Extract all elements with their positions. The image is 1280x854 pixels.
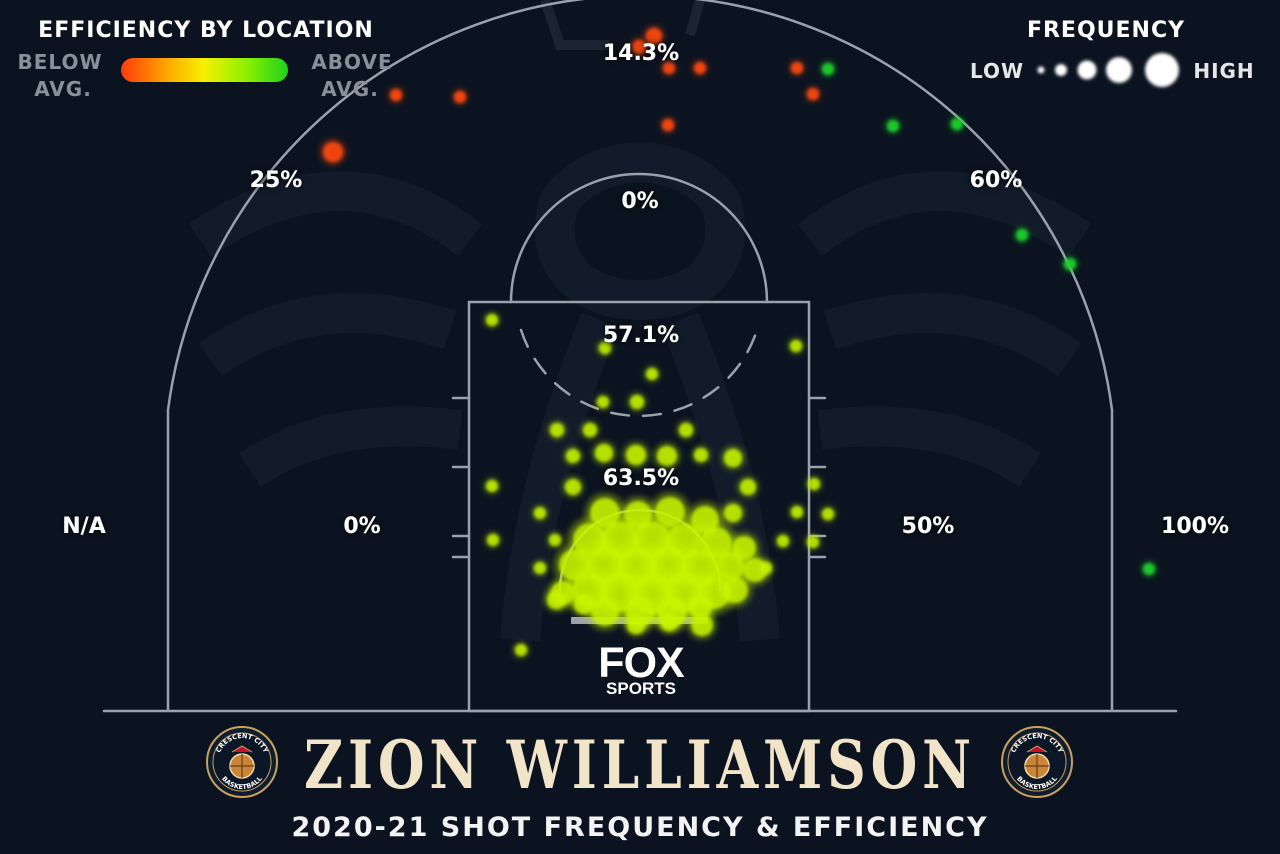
shot-marker <box>724 504 742 522</box>
shot-marker <box>663 62 675 74</box>
legend-above-line2: AVG. <box>321 77 379 101</box>
frequency-legend-title: FREQUENCY <box>1027 18 1185 43</box>
shot-marker <box>583 423 597 437</box>
fox-logo-line2: SPORTS <box>606 679 676 698</box>
frequency-legend: FREQUENCY LOW HIGH <box>970 18 1254 87</box>
shot-marker <box>657 446 677 466</box>
zone-label-top-3: 14.3% <box>603 41 679 66</box>
shot-marker <box>550 423 564 437</box>
shot-marker <box>722 577 748 603</box>
shot-marker <box>565 479 581 495</box>
fox-logo-line1: FOX <box>598 639 685 687</box>
shot-marker <box>599 342 611 354</box>
shot-marker <box>724 449 742 467</box>
zone-labels: 14.3% 25% 60% 0% 57.1% 63.5% N/A 0% 50% … <box>62 41 1229 539</box>
shot-marker <box>791 506 803 518</box>
frequency-dot-1 <box>1037 66 1045 74</box>
zone-label-top-of-key: 0% <box>621 189 658 214</box>
chart-subtitle: 2020-21 SHOT FREQUENCY & EFFICIENCY <box>291 812 988 843</box>
shot-marker <box>777 535 789 547</box>
shot-marker <box>632 40 646 54</box>
zone-label-paint: 63.5% <box>603 466 679 491</box>
shot-marker <box>951 118 963 130</box>
paint-lane <box>467 300 811 713</box>
zone-label-right-midrange: 50% <box>902 514 955 539</box>
shot-marker <box>534 562 546 574</box>
shot-marker <box>694 62 706 74</box>
shot-marker <box>808 478 820 490</box>
zone-label-free-throw: 57.1% <box>603 323 679 348</box>
shot-marker <box>1016 229 1028 241</box>
shot-marker <box>515 644 527 656</box>
zone-label-right-corner-3: 100% <box>1161 514 1229 539</box>
shot-marker <box>487 534 499 546</box>
legend-below-line1: BELOW <box>18 50 103 74</box>
shot-marker <box>566 449 580 463</box>
frequency-dot-5 <box>1145 53 1179 87</box>
shot-marker <box>646 368 658 380</box>
shot-marker <box>626 445 646 465</box>
shots-layer <box>319 25 1158 659</box>
zone-label-left-wing-3: 25% <box>250 168 303 193</box>
efficiency-legend-title: EFFICIENCY BY LOCATION <box>38 18 374 43</box>
team-badge-right: CRESCENT CITY BASKETBALL <box>1001 726 1073 798</box>
zone-label-left-corner-3: N/A <box>62 514 105 539</box>
shot-marker <box>549 534 561 546</box>
shot-marker <box>807 536 819 548</box>
efficiency-gradient-bar <box>121 58 288 82</box>
shot-marker <box>323 142 343 162</box>
frequency-legend-high: HIGH <box>1193 59 1254 83</box>
shot-marker <box>454 91 466 103</box>
shot-marker <box>694 448 708 462</box>
shot-marker <box>595 444 613 462</box>
shot-marker <box>591 598 619 626</box>
shot-marker <box>597 396 609 408</box>
shot-marker <box>657 597 687 627</box>
zone-label-right-wing-3: 60% <box>970 168 1023 193</box>
three-point-line <box>166 0 1114 713</box>
shot-marker <box>1143 563 1155 575</box>
shot-marker <box>486 480 498 492</box>
efficiency-legend: EFFICIENCY BY LOCATION BELOW AVG. ABOVE … <box>18 18 392 101</box>
shot-marker <box>740 479 756 495</box>
legend-above-line1: ABOVE <box>311 50 392 74</box>
legend-below-line2: AVG. <box>34 77 92 101</box>
shot-marker <box>646 28 662 44</box>
frequency-dot-3 <box>1077 60 1097 80</box>
shot-marker <box>790 340 802 352</box>
frequency-dot-2 <box>1055 64 1067 76</box>
shot-marker <box>630 395 644 409</box>
shot-marker <box>791 62 803 74</box>
shot-marker <box>807 88 819 100</box>
shot-marker <box>547 591 565 609</box>
chart-title: ZION WILLIAMSON <box>304 726 976 804</box>
shot-marker <box>887 120 899 132</box>
shot-marker <box>574 594 594 614</box>
shot-marker <box>822 508 834 520</box>
team-badge-left: CRESCENT CITY BASKETBALL <box>206 726 278 798</box>
free-throw-circle-bottom <box>519 328 759 418</box>
fox-sports-logo: FOX SPORTS <box>598 639 686 698</box>
shot-marker <box>1064 258 1076 270</box>
shot-marker <box>688 595 712 619</box>
top-logo-watermark <box>540 0 705 50</box>
frequency-legend-low: LOW <box>970 59 1024 83</box>
shot-marker <box>534 507 546 519</box>
free-throw-circle-top <box>509 172 769 304</box>
shot-marker <box>390 89 402 101</box>
shot-marker <box>486 314 498 326</box>
frequency-dot-4 <box>1106 57 1132 83</box>
shot-marker <box>625 597 655 627</box>
shot-marker <box>743 558 767 582</box>
shot-marker <box>822 63 834 75</box>
zone-label-left-midrange: 0% <box>343 514 380 539</box>
shot-marker <box>662 119 674 131</box>
team-logo-watermark <box>188 142 1092 642</box>
shot-marker <box>679 423 693 437</box>
